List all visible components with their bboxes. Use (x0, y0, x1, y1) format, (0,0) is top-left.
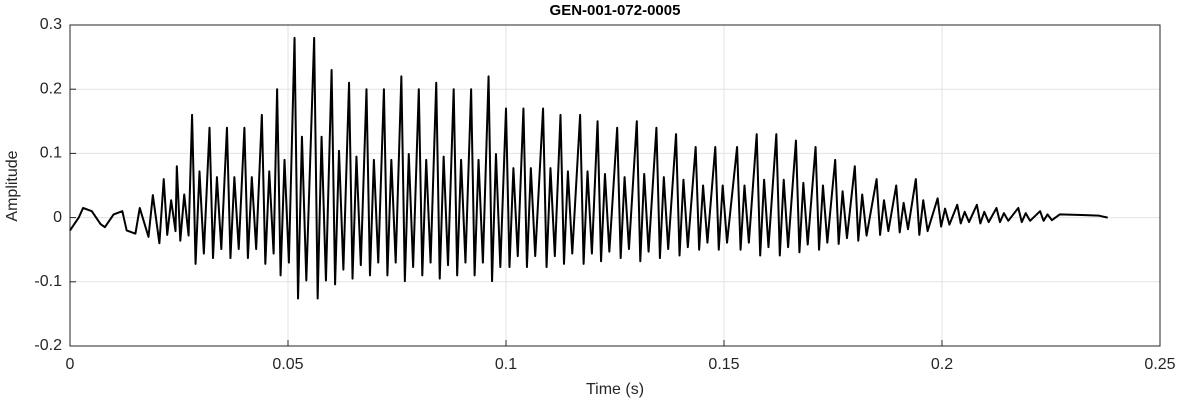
x-tick-label: 0 (66, 356, 75, 373)
x-tick-label: 0.2 (931, 356, 953, 373)
y-axis-label: Amplitude (4, 150, 21, 221)
chart-title: GEN-001-072-0005 (550, 2, 681, 19)
y-tick-label: -0.2 (34, 337, 62, 354)
x-tick-label: 0.25 (1144, 356, 1175, 373)
x-tick-label: 0.15 (708, 356, 739, 373)
y-tick-label: 0.1 (40, 145, 62, 162)
y-tick-label: 0 (53, 209, 62, 226)
y-tick-label: -0.1 (34, 273, 62, 290)
y-tick-label: 0.3 (40, 16, 62, 33)
x-tick-label: 0.05 (272, 356, 303, 373)
x-axis-label: Time (s) (586, 381, 644, 398)
y-tick-label: 0.2 (40, 80, 62, 97)
waveform-line (69, 36, 1108, 300)
plot-frame (69, 24, 1161, 347)
x-tick-label: 0.1 (495, 356, 517, 373)
